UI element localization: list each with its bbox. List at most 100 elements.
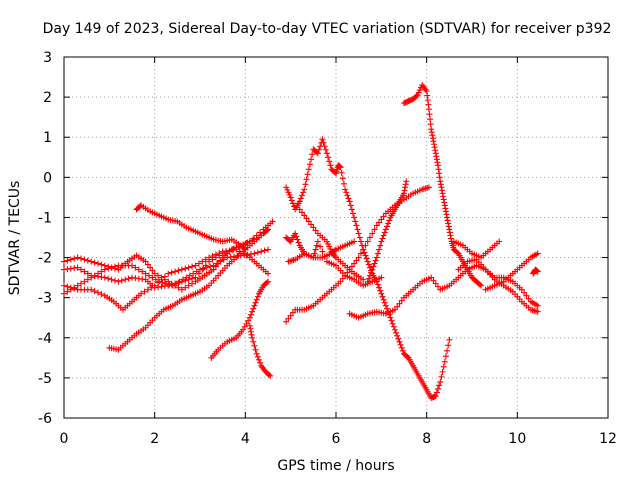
data-point xyxy=(337,164,344,171)
data-point xyxy=(433,389,440,396)
data-point xyxy=(518,286,525,293)
data-point xyxy=(91,259,98,266)
data-point xyxy=(391,326,398,333)
data-point xyxy=(370,263,377,270)
data-point xyxy=(95,289,101,296)
data-point xyxy=(78,280,84,287)
data-point xyxy=(287,194,294,201)
x-tick-labels: 0 2 4 6 8 10 12 xyxy=(60,431,617,447)
data-point xyxy=(64,288,71,295)
data-point xyxy=(246,322,253,329)
data-point xyxy=(64,257,71,264)
data-point xyxy=(302,181,309,188)
data-point xyxy=(149,274,156,281)
data-point xyxy=(398,344,405,351)
data-point xyxy=(176,278,183,285)
data-point xyxy=(186,272,193,279)
data-point xyxy=(254,353,261,360)
data-point xyxy=(354,226,361,233)
data-point xyxy=(445,342,452,349)
data-point xyxy=(534,302,541,309)
data-point xyxy=(265,226,271,233)
data-point xyxy=(166,281,173,288)
data-point xyxy=(173,280,180,287)
data-point xyxy=(289,200,296,207)
data-point xyxy=(151,282,158,289)
data-point xyxy=(433,156,440,163)
data-point xyxy=(209,253,216,260)
x-axis-label: GPS time / hours xyxy=(277,458,394,474)
data-point xyxy=(381,299,388,306)
data-point xyxy=(394,303,401,310)
data-point xyxy=(151,270,158,277)
data-point xyxy=(525,295,532,302)
data-point xyxy=(255,356,262,363)
data-point xyxy=(78,255,84,262)
data-point xyxy=(250,235,257,242)
series-track-o xyxy=(364,178,410,285)
data-point xyxy=(364,278,371,285)
data-point xyxy=(263,279,270,286)
data-point xyxy=(427,121,434,128)
data-point xyxy=(156,278,163,285)
data-point xyxy=(175,267,182,274)
data-point xyxy=(344,192,351,199)
data-point xyxy=(432,280,439,287)
x-tick-label: 6 xyxy=(332,431,341,447)
x-tick-label: 4 xyxy=(241,431,250,447)
data-point xyxy=(88,274,95,281)
data-point xyxy=(287,312,294,319)
data-point xyxy=(437,181,444,188)
data-point xyxy=(149,267,156,274)
data-point xyxy=(189,275,196,282)
x-tick-label: 0 xyxy=(60,431,69,447)
data-point xyxy=(348,263,355,270)
data-point xyxy=(265,246,271,253)
data-point xyxy=(373,222,380,229)
data-point xyxy=(138,290,145,297)
data-point xyxy=(312,227,319,234)
series-track-g xyxy=(208,278,271,361)
data-point xyxy=(436,170,443,177)
data-point xyxy=(429,132,436,139)
data-point xyxy=(64,283,71,290)
data-point xyxy=(81,256,88,263)
data-point xyxy=(446,226,453,233)
data-point xyxy=(478,282,485,289)
data-point xyxy=(125,275,132,282)
data-point xyxy=(496,238,503,245)
data-point xyxy=(369,266,376,273)
x-tick-label: 2 xyxy=(150,431,159,447)
x-tick-label: 12 xyxy=(599,431,617,447)
data-point xyxy=(253,350,260,357)
y-tick-label: -5 xyxy=(38,371,52,387)
data-point xyxy=(91,272,98,279)
data-point xyxy=(293,233,300,240)
data-point xyxy=(220,256,227,263)
data-point xyxy=(438,373,445,380)
data-point xyxy=(74,282,81,289)
data-point xyxy=(122,276,129,283)
data-point xyxy=(254,249,261,256)
data-point xyxy=(118,277,125,284)
data-point xyxy=(394,332,401,339)
data-point xyxy=(404,353,411,360)
data-point xyxy=(257,359,264,366)
data-point xyxy=(263,227,270,234)
series-track-t xyxy=(530,266,541,277)
data-point xyxy=(108,264,115,271)
data-point xyxy=(169,282,176,289)
data-point xyxy=(189,263,196,270)
data-point xyxy=(402,184,409,191)
data-point xyxy=(430,277,437,284)
data-point xyxy=(108,276,115,283)
data-point xyxy=(446,336,453,343)
data-point xyxy=(247,325,254,332)
data-point xyxy=(135,266,142,273)
data-point xyxy=(441,202,448,209)
data-point xyxy=(443,211,450,218)
data-point xyxy=(98,268,105,275)
data-point xyxy=(442,205,449,212)
data-point xyxy=(441,358,448,365)
